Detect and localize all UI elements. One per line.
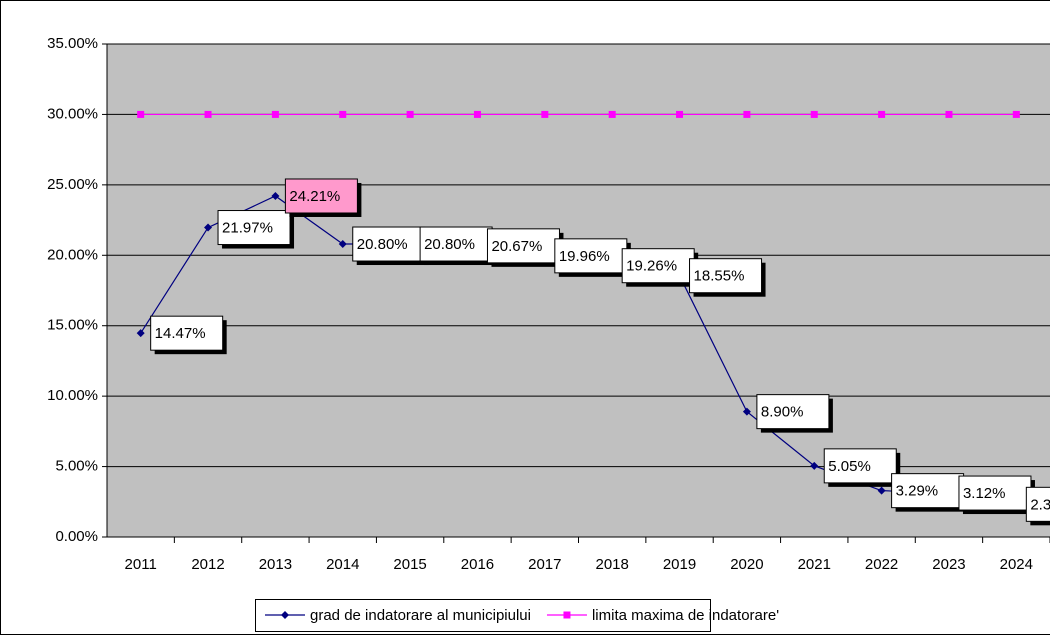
marker [877, 486, 886, 495]
x-tick-label: 2020 [730, 556, 763, 573]
data-label: 20.67% [491, 238, 542, 255]
plot-area [106, 43, 1050, 538]
data-label: 19.96% [559, 248, 610, 265]
label-box [419, 226, 493, 262]
label-box [1025, 486, 1050, 522]
legend-label: grad de indatorare al municipiului [310, 607, 531, 624]
marker [204, 110, 212, 118]
y-tick-label: 5.00% [55, 458, 98, 475]
label-box [150, 315, 224, 351]
x-tick-label: 2018 [595, 556, 628, 573]
marker [608, 110, 616, 118]
y-tick-label: 0.00% [55, 528, 98, 545]
x-tick-label: 2011 [125, 556, 157, 573]
data-label: 20.80% [357, 236, 408, 253]
marker [541, 110, 549, 118]
x-tick-label: 2023 [932, 556, 965, 573]
marker [810, 461, 819, 470]
data-label: 18.55% [694, 268, 745, 285]
label-box [891, 473, 965, 509]
y-tick-label: 15.00% [47, 317, 98, 334]
data-label: 20.80% [424, 236, 475, 253]
x-tick-label: 2019 [663, 556, 696, 573]
marker [271, 191, 280, 200]
x-tick-label: 2013 [259, 556, 292, 573]
legend-box [255, 599, 711, 632]
y-tick-label: 30.00% [47, 105, 98, 122]
x-tick-label: 2024 [1000, 556, 1033, 573]
data-label: 14.47% [155, 325, 206, 342]
label-box [486, 228, 560, 264]
label-box [554, 238, 628, 274]
x-tick-label: 2017 [528, 556, 561, 573]
marker [281, 611, 289, 619]
marker [136, 329, 145, 338]
label-box [689, 258, 763, 294]
label-box [756, 394, 830, 430]
y-tick-label: 25.00% [47, 176, 98, 193]
marker [406, 110, 414, 118]
x-tick-label: 2022 [865, 556, 898, 573]
data-label: 24.21% [289, 188, 340, 205]
marker [742, 407, 751, 416]
y-tick-label: 20.00% [47, 246, 98, 263]
data-label: 21.97% [222, 220, 273, 237]
label-box [352, 226, 426, 262]
marker [676, 110, 684, 118]
label-box [823, 448, 897, 484]
data-label: 8.90% [761, 404, 804, 421]
marker [563, 611, 571, 619]
marker [743, 110, 751, 118]
data-label: 2.32% [1030, 496, 1050, 513]
marker [878, 110, 886, 118]
x-tick-label: 2016 [461, 556, 494, 573]
label-box [621, 248, 695, 284]
marker [1012, 110, 1020, 118]
data-label: 19.26% [626, 258, 677, 275]
y-tick-label: 35.00% [47, 35, 98, 52]
marker [338, 240, 347, 249]
marker [473, 110, 481, 118]
label-box [217, 210, 291, 246]
marker [204, 223, 213, 232]
x-tick-label: 2014 [326, 556, 359, 573]
data-label: 5.05% [828, 458, 871, 475]
label-box [284, 178, 358, 214]
label-box [958, 475, 1032, 511]
marker [810, 110, 818, 118]
marker [945, 110, 953, 118]
marker [339, 110, 347, 118]
legend: grad de indatorare al municipiului limita… [255, 599, 779, 632]
legend-label: limita maxima de indatorare' [592, 607, 779, 624]
x-tick-label: 2012 [191, 556, 224, 573]
x-tick-label: 2015 [393, 556, 426, 573]
x-tick-label: 2021 [798, 556, 831, 573]
data-label: 3.12% [963, 485, 1006, 502]
marker [137, 110, 145, 118]
data-label: 3.29% [896, 483, 939, 500]
y-tick-label: 10.00% [47, 387, 98, 404]
marker [271, 110, 279, 118]
